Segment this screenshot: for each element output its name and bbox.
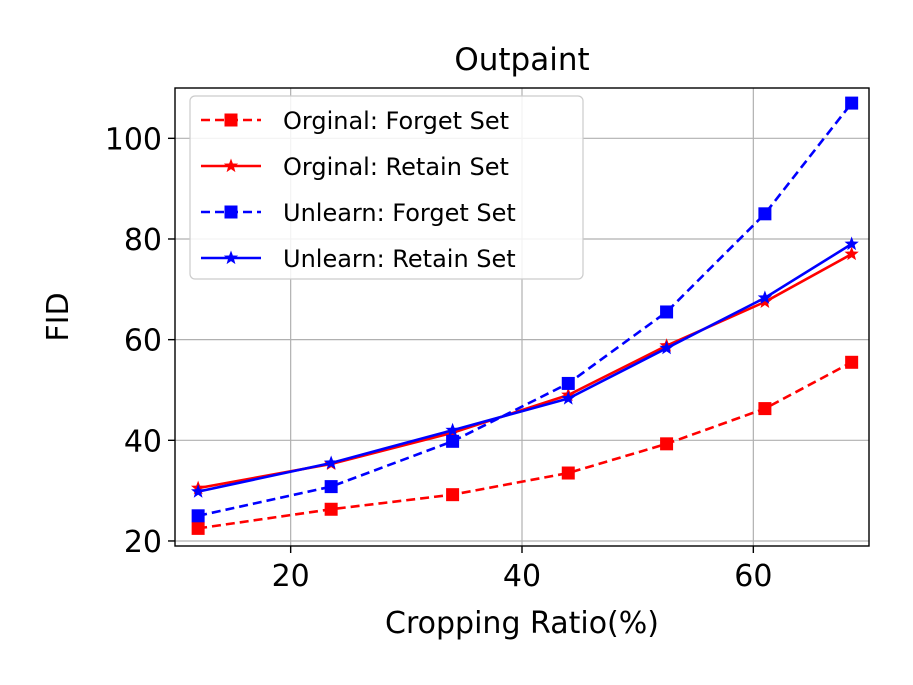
y-axis-label: FID — [41, 292, 76, 341]
legend-label: Orginal: Forget Set — [283, 107, 509, 135]
data-point — [324, 455, 339, 470]
data-point — [191, 484, 206, 498]
data-point — [844, 236, 859, 251]
legend-marker — [223, 250, 239, 265]
y-tick-label: 60 — [124, 324, 162, 359]
legend-box — [189, 95, 584, 280]
data-point — [844, 246, 859, 261]
data-point — [324, 480, 338, 494]
legend: Orginal: Forget Set Orginal: Retain Set Un… — [189, 95, 584, 280]
legend-label: Orginal: Retain Set — [283, 153, 509, 181]
data-point — [446, 488, 460, 502]
series-3 — [191, 96, 859, 523]
legend-item: Orginal: Retain Set — [201, 153, 509, 181]
y-tick-label: 100 — [105, 122, 162, 157]
data-point — [757, 294, 773, 308]
x-tick-label: 60 — [734, 559, 772, 594]
series-4 — [191, 236, 859, 498]
axis-ticks: 20 40 60 20 40 60 80 100 — [105, 122, 773, 594]
x-tick-label: 20 — [272, 559, 310, 594]
data-point — [757, 290, 773, 304]
legend-marker — [224, 205, 238, 219]
data-point — [845, 96, 859, 110]
data-point — [660, 305, 674, 319]
legend-marker — [224, 113, 238, 127]
data-point — [445, 422, 460, 437]
data-point — [561, 391, 576, 405]
y-tick-label: 20 — [124, 525, 162, 560]
y-tick-label: 80 — [124, 223, 162, 258]
legend-item: Orginal: Forget Set — [201, 107, 509, 135]
legend-marker — [223, 158, 239, 173]
legend-label: Unlearn: Retain Set — [283, 245, 516, 273]
data-point — [191, 509, 205, 523]
legend-item: Unlearn: Retain Set — [201, 245, 516, 273]
y-tick-label: 40 — [124, 424, 162, 459]
data-point — [191, 521, 205, 535]
data-point — [324, 502, 338, 516]
data-point — [659, 340, 674, 355]
data-point — [660, 437, 674, 451]
plot-series — [191, 96, 859, 535]
data-point — [561, 376, 575, 390]
data-point — [758, 402, 772, 416]
data-point — [446, 434, 460, 448]
chart-title: Outpaint — [454, 42, 589, 78]
data-point — [561, 466, 575, 480]
data-point — [758, 207, 772, 221]
legend-label: Unlearn: Forget Set — [283, 199, 516, 227]
x-axis-label: Cropping Ratio(%) — [385, 606, 659, 641]
series-1 — [191, 355, 859, 535]
data-point — [845, 355, 859, 369]
x-tick-label: 40 — [503, 559, 541, 594]
legend-item: Unlearn: Forget Set — [201, 199, 516, 227]
